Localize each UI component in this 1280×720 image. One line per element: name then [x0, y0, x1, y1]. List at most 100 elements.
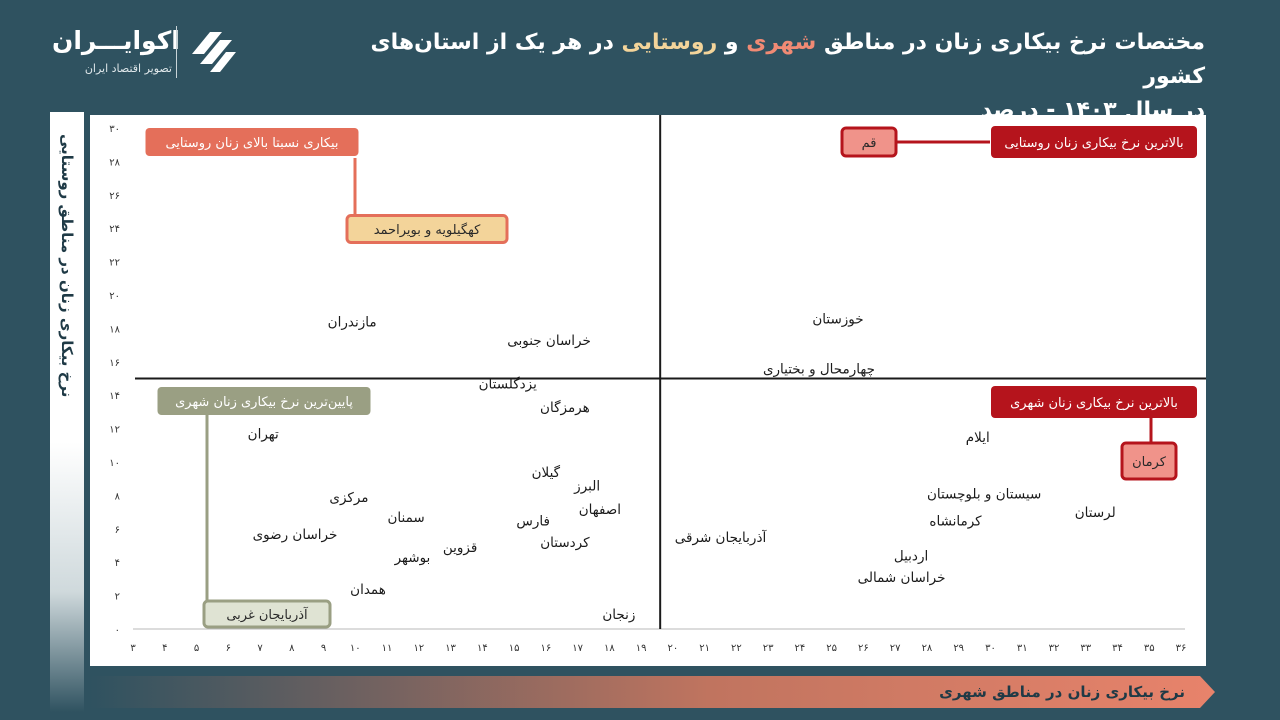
y-tick-label: ۴ [115, 558, 120, 569]
annotation-rural-high-header [145, 128, 359, 156]
y-tick-label: ۰ [115, 625, 120, 636]
y-tick-label: ۲۲ [109, 258, 120, 269]
annotation-urban-max-header [991, 386, 1197, 418]
x-tick-label: ۸ [289, 643, 295, 654]
x-tick-label: ۱۸ [604, 643, 615, 654]
brand-mark-icon [192, 32, 236, 72]
data-point-label: البرز [573, 478, 600, 494]
annotation-rural-max-header [991, 126, 1197, 158]
x-tick-label: ۳ [130, 643, 136, 654]
y-tick-label: ۸ [115, 491, 121, 502]
data-point-label: خراسان جنوبی [507, 333, 591, 349]
x-tick-label: ۲۱ [699, 643, 710, 654]
brand-name: اکوایـــران [52, 26, 180, 55]
x-tick-label: ۲۸ [922, 643, 933, 654]
y-tick-label: ۱۸ [109, 324, 120, 335]
annotation-urban-min-province [202, 599, 332, 629]
annotation-urban-min-header [157, 387, 371, 415]
data-point-label: سمنان [388, 510, 425, 526]
title-urban-word: شهری [746, 30, 817, 55]
data-point-label: فارس [516, 513, 550, 529]
y-tick-label: ۲۶ [109, 191, 120, 202]
annotation-urban-min-header-text: پایین‌ترین نرخ بیکاری زنان شهری [175, 395, 353, 410]
annotation-urban-max-province [1120, 441, 1178, 481]
chart-title: مختصات نرخ بیکاری زنان در مناطق شهری و ر… [345, 26, 1205, 128]
data-point-label: مازندران [328, 315, 377, 331]
data-point-label: آذربایجان شرقی [675, 529, 768, 546]
x-tick-label: ۲۹ [953, 643, 964, 654]
x-axis-title: نرخ بیکاری زنان در مناطق شهری [90, 676, 1215, 708]
data-point-label: تهران [248, 427, 279, 443]
x-tick-label: ۳۰ [985, 643, 996, 654]
x-tick-label: ۱۳ [445, 643, 456, 654]
data-point-label: کرمانشاه [929, 513, 982, 529]
annotation-rural-high-header-text: بیکاری نسبتا بالای زنان روستایی [165, 136, 338, 151]
x-tick-label: ۲۷ [890, 643, 901, 654]
title-line-1: مختصات نرخ بیکاری زنان در مناطق شهری و ر… [370, 30, 1205, 89]
data-point-label: هرمزگان [540, 399, 590, 416]
annotation-rural-max-province [840, 126, 898, 158]
data-point-label: همدان [350, 582, 386, 598]
x-tick-label: ۲۴ [795, 643, 806, 654]
x-tick-label: ۱۶ [540, 643, 551, 654]
y-tick-label: ۱۶ [109, 358, 120, 369]
x-tick-label: ۳۶ [1176, 643, 1187, 654]
data-point-label: خراسان رضوی [253, 527, 338, 543]
y-tick-label: ۱۴ [109, 391, 120, 402]
x-tick-label: ۳۴ [1112, 643, 1123, 654]
x-tick-label: ۶ [226, 643, 231, 654]
annotation-urban-min-province-text: آذربایجان غربی [226, 606, 309, 623]
y-tick-label: ۲۰ [109, 291, 120, 302]
title-rural-word: روستایی [621, 30, 718, 55]
y-tick-label: ۶ [115, 525, 120, 536]
data-point-label: کردستان [540, 535, 590, 551]
y-tick-label: ۱۲ [109, 425, 120, 436]
x-tick-label: ۹ [321, 643, 326, 654]
x-tick-label: ۳۵ [1144, 643, 1155, 654]
x-tick-label: ۱۹ [636, 643, 647, 654]
annotation-urban-max-province-text: کرمان [1132, 455, 1167, 470]
data-point-label: یزدگلستان [479, 376, 538, 393]
data-point-label: ایلام [966, 430, 990, 446]
y-tick-label: ۲۸ [109, 157, 120, 168]
x-tick-label: ۲۲ [731, 643, 742, 654]
x-tick-label: ۳۲ [1049, 643, 1060, 654]
data-point-label: سیستان و بلوچستان [927, 487, 1041, 503]
x-tick-label: ۱۴ [477, 643, 488, 654]
x-tick-label: ۱۵ [509, 643, 520, 654]
brand-logo: اکوایـــران تصویر اقتصاد ایران [52, 24, 252, 82]
data-point-label: زنجان [602, 607, 635, 623]
data-point-label: بوشهر [394, 550, 431, 566]
data-point-label: قزوین [443, 540, 477, 556]
y-tick-label: ۲۴ [109, 224, 120, 235]
annotation-rural-max-header-text: بالاترین نرخ بیکاری زنان روستایی [1004, 136, 1183, 151]
annotation-urban-max-header-text: بالاترین نرخ بیکاری زنان شهری [1010, 396, 1178, 411]
y-tick-label: ۱۰ [109, 458, 120, 469]
x-tick-label: ۲۰ [668, 643, 679, 654]
x-tick-label: ۲۳ [763, 643, 774, 654]
x-tick-label: ۲۶ [858, 643, 869, 654]
x-tick-label: ۵ [194, 643, 199, 654]
x-tick-label: ۷ [257, 643, 263, 654]
data-point-label: خوزستان [812, 311, 863, 327]
data-point-label: اصفهان [579, 502, 621, 518]
x-tick-label: ۱۱ [382, 643, 393, 654]
annotation-rural-high-province-text: کهگیلویه و بویراحمد [374, 222, 481, 238]
data-point-label: چهارمحال و بختیاری [763, 361, 875, 377]
x-tick-label: ۳۱ [1017, 643, 1028, 654]
y-axis-title: نرخ بیکاری زنان در مناطق روستایی [50, 112, 84, 712]
x-tick-label: ۱۷ [572, 643, 583, 654]
x-tick-label: ۲۵ [826, 643, 837, 654]
x-tick-label: ۳۳ [1080, 643, 1091, 654]
plot-area: ۳ ۴ ۵ ۶ ۷ ۸ ۹ ۱۰ ۱۱ ۱۲ ۱۳ ۱۴ ۱۵ ۱۶ ۱۷ ۱۸ ۱۹ ۲۰ ۲۱ ۲۲ ۲۳ ۲۴ ۲۵ ۲… [90, 115, 1206, 666]
data-point-label: مرکزی [329, 490, 368, 506]
data-point-label: اردبیل [894, 549, 928, 565]
annotation-rural-high-province [345, 214, 509, 244]
x-tick-label: ۴ [162, 643, 167, 654]
brand-tagline: تصویر اقتصاد ایران [84, 62, 172, 75]
brand-divider [176, 26, 177, 78]
data-point-label: گیلان [532, 464, 561, 481]
x-tick-label: ۱۲ [413, 643, 424, 654]
y-tick-label: ۲ [115, 592, 120, 603]
y-tick-label: ۳۰ [109, 124, 120, 135]
